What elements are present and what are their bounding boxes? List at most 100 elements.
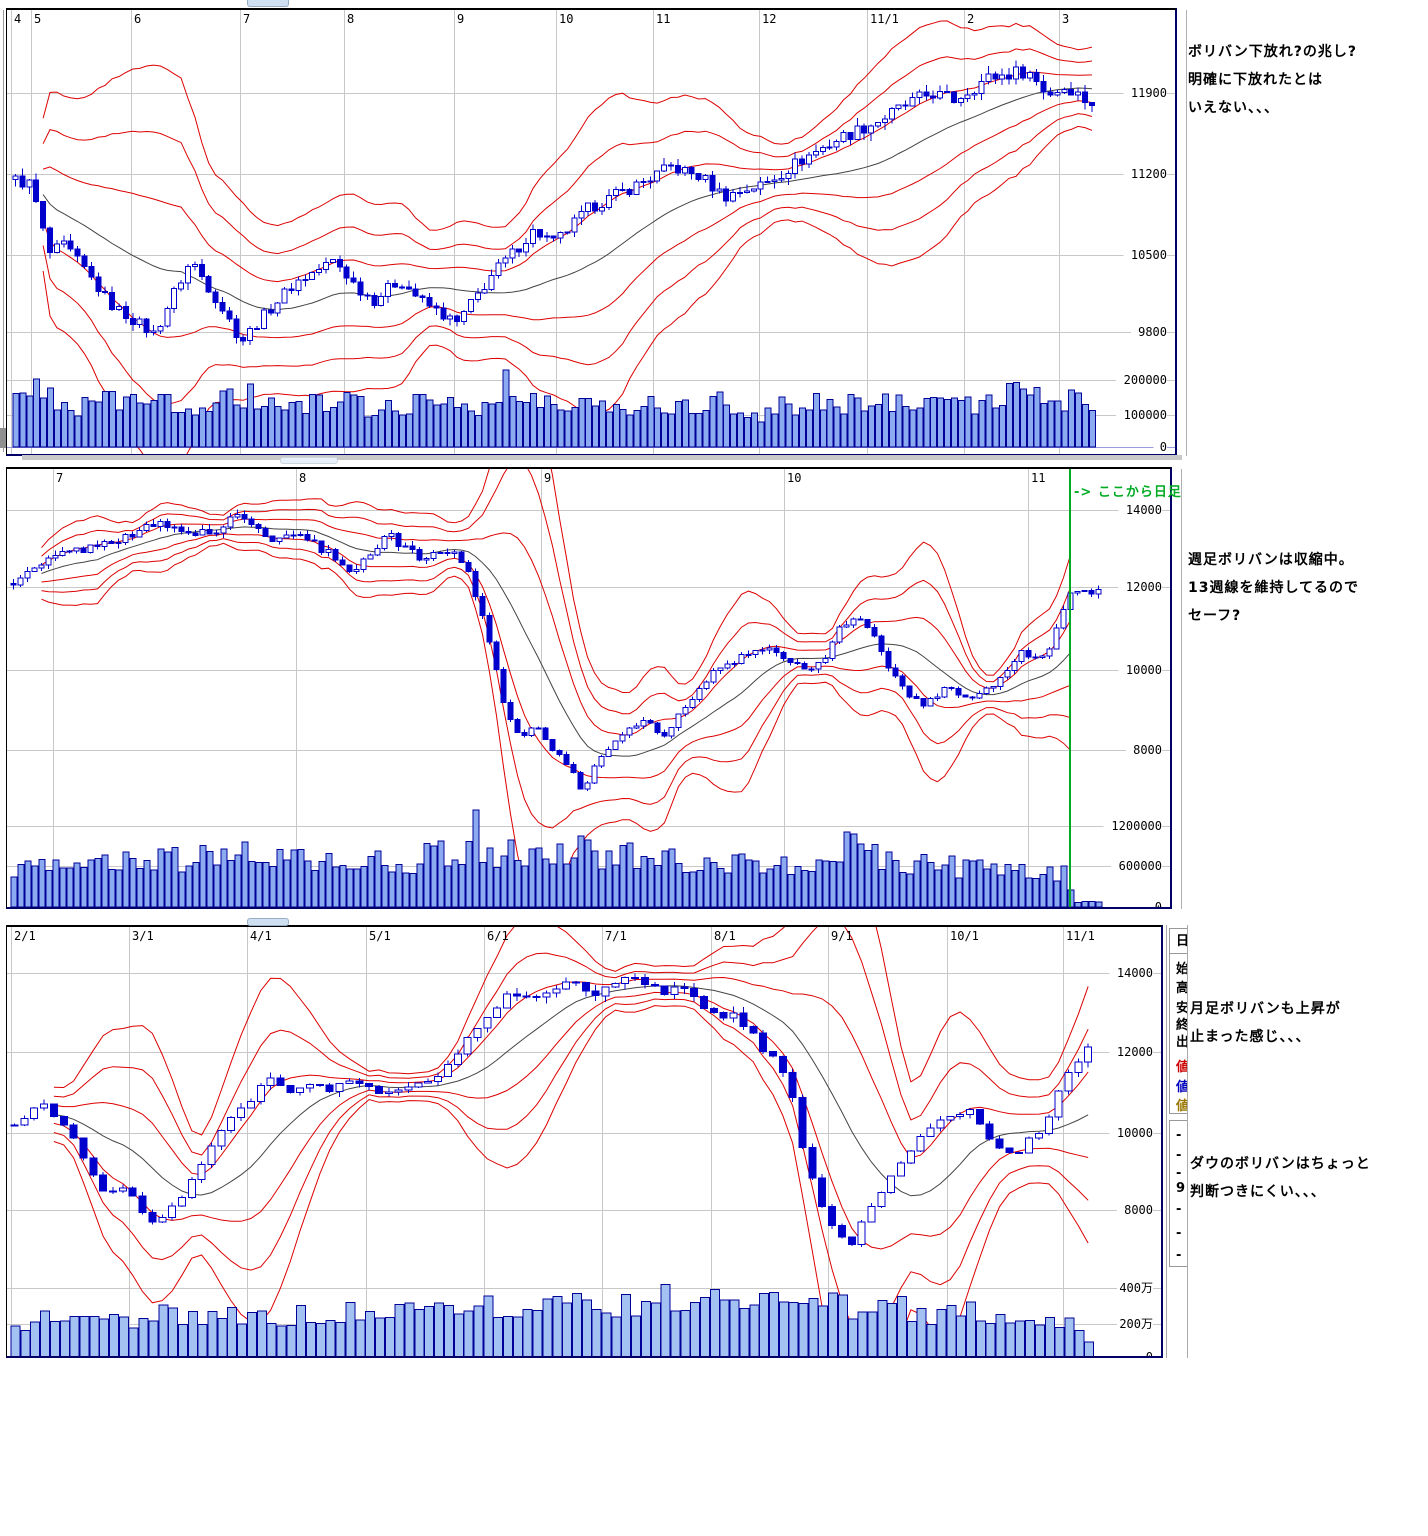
candle-body <box>143 523 150 532</box>
candle-body <box>262 527 269 537</box>
volume-bar <box>336 401 344 448</box>
candle-body <box>473 1027 482 1038</box>
candle-body <box>542 992 551 998</box>
volume-bar <box>150 400 158 448</box>
candle-body <box>916 1136 925 1152</box>
volume-bar <box>353 868 361 907</box>
candle-body <box>737 191 743 194</box>
candle-body <box>764 180 771 183</box>
candle-body <box>404 1086 413 1091</box>
volume-bar <box>934 869 942 907</box>
divider-line <box>1186 10 1187 456</box>
candle-body <box>836 626 843 643</box>
x-axis-label: 7/1 <box>605 929 627 943</box>
volume-bar <box>1064 1317 1075 1356</box>
candle-body <box>787 658 794 664</box>
volume-bar <box>88 400 96 448</box>
candle-body <box>650 984 659 987</box>
volume-bar <box>164 393 172 448</box>
scrollbar-thumb-fragment[interactable] <box>247 0 289 7</box>
volume-bar <box>675 863 683 907</box>
candle-body <box>260 309 267 330</box>
scrollbar-thumb-fragment[interactable] <box>280 457 338 464</box>
volume-bar <box>798 1302 809 1356</box>
candle-body <box>738 654 745 664</box>
candle-body <box>1088 102 1095 107</box>
volume-bar <box>808 871 816 907</box>
volume-bar <box>738 853 746 907</box>
volume-bar <box>766 868 774 907</box>
volume-bar <box>493 866 501 907</box>
candle-body <box>944 90 950 93</box>
candle-body <box>532 995 541 998</box>
candle-body <box>30 1107 39 1120</box>
volume-bar <box>913 860 921 907</box>
volume-bar <box>570 857 578 907</box>
candle-body <box>472 570 479 598</box>
candle-body <box>710 669 717 683</box>
volume-bar <box>355 1319 366 1356</box>
candle-body <box>355 1080 364 1085</box>
volume-bar <box>978 399 986 448</box>
candle-body <box>207 1145 216 1165</box>
volume-bar <box>1081 901 1089 907</box>
volume-bar <box>463 1310 474 1356</box>
candle-body <box>353 568 360 572</box>
volume-bar <box>536 406 544 448</box>
candle-body <box>792 158 799 175</box>
candle-body <box>346 564 353 572</box>
candle-body <box>892 667 899 677</box>
volume-bar <box>633 410 641 448</box>
candle-body <box>384 1091 393 1094</box>
bollinger-lower-band-line <box>41 538 1071 829</box>
candle-body <box>605 194 612 208</box>
candle-body <box>430 551 437 559</box>
candle-body <box>395 532 402 547</box>
candle-body <box>116 305 122 311</box>
label-backing <box>1131 325 1167 338</box>
moving-average-line <box>41 526 1071 757</box>
volume-bar <box>965 1301 976 1356</box>
candle-body <box>969 696 976 699</box>
label-backing <box>1148 900 1162 907</box>
volume-bar <box>577 835 585 907</box>
volume-bar <box>185 865 193 907</box>
volume-bar <box>73 862 81 907</box>
candle-body <box>339 559 346 566</box>
candle-body <box>571 981 580 984</box>
volume-bar <box>878 869 886 907</box>
axis-labels: 4 5 6 7 8 9 10 11 12 11/1 2 3 11900 11200 10500 9800 200… <box>14 12 1167 454</box>
volume-bar <box>288 401 296 448</box>
candle-body <box>926 1127 935 1138</box>
candle-body <box>611 983 620 988</box>
volume-bar <box>367 855 375 907</box>
volume-bar <box>764 407 772 448</box>
scrollbar-thumb-fragment[interactable] <box>247 918 289 926</box>
candle-body <box>780 652 787 660</box>
candle-body <box>771 179 778 182</box>
y-axis-label: 0 <box>1160 440 1167 454</box>
candle-body <box>512 993 521 997</box>
volume-bar <box>571 1293 582 1356</box>
candle-body <box>682 707 689 715</box>
volume-bar <box>1015 1320 1026 1356</box>
candle-body <box>937 90 944 99</box>
volume-bar <box>612 864 620 907</box>
volume-bar <box>535 847 543 907</box>
volume-bar <box>392 410 399 448</box>
volume-bar <box>530 393 537 448</box>
volume-bar <box>927 862 935 907</box>
candle-body <box>136 530 143 538</box>
quote-row: 値 <box>1176 1099 1188 1114</box>
volume-bar <box>564 410 572 448</box>
candle-body <box>129 317 136 325</box>
volume-bar <box>937 397 945 448</box>
bollinger-lower-band-line <box>42 113 1093 405</box>
volume-bar <box>976 859 984 907</box>
candle-body <box>654 722 661 734</box>
candle-body <box>171 288 178 310</box>
volume-bar <box>1026 394 1034 448</box>
volume-bar <box>709 395 717 448</box>
volume-bar <box>509 396 517 448</box>
volume-bar <box>523 401 531 448</box>
